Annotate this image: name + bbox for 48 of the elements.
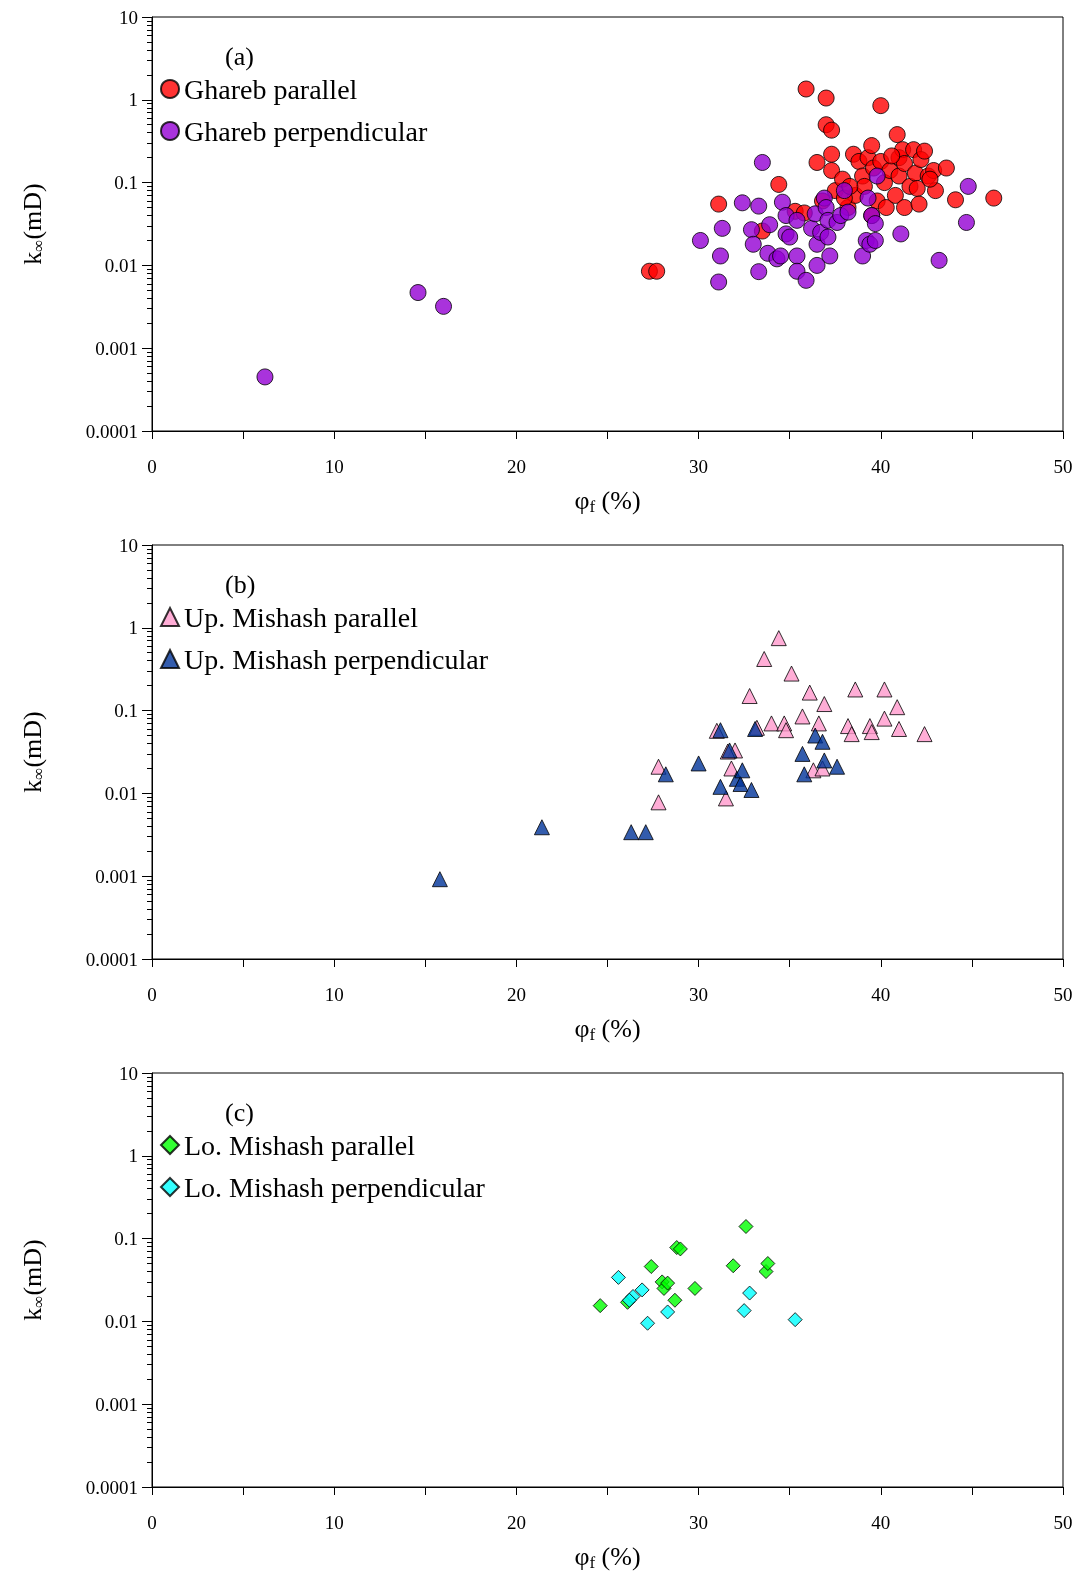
x-tick-label: 50 — [1053, 456, 1073, 477]
y-tick-label: 1 — [128, 1145, 138, 1167]
x-tick-label: 10 — [324, 984, 344, 1005]
x-tick-label: 30 — [689, 456, 709, 477]
y-tick-label: 0.0001 — [85, 1476, 138, 1498]
y-tick-label: 10 — [119, 534, 138, 556]
legend-label: Up. Mishash parallel — [184, 601, 419, 633]
x-tick-label: 10 — [324, 1512, 344, 1533]
x-tick-label: 50 — [1053, 984, 1073, 1005]
x-tick-label: 30 — [689, 984, 709, 1005]
x-tick-label: 50 — [1053, 1512, 1073, 1533]
x-tick-label: 20 — [506, 456, 526, 477]
x-tick-label: 0 — [147, 456, 157, 477]
y-tick-label: 0.001 — [95, 865, 138, 887]
y-tick-label: 0.001 — [95, 337, 138, 359]
x-tick-label: 20 — [506, 1512, 526, 1533]
y-tick-label: 0.01 — [104, 254, 138, 276]
x-tick-label: 40 — [871, 984, 891, 1005]
y-tick-label: 0.01 — [104, 782, 138, 804]
y-tick-label: 0.1 — [114, 1228, 138, 1250]
x-tick-label: 30 — [689, 1512, 709, 1533]
x-tick-label: 40 — [871, 456, 891, 477]
y-tick-label: 0.01 — [104, 1310, 138, 1332]
text: (a) — [225, 41, 254, 71]
y-tick-label: 10 — [119, 6, 138, 28]
legend-label: Up. Mishash perpendicular — [184, 643, 489, 675]
y-axis-title: k∞(mD) — [18, 1239, 48, 1321]
y-tick-label: 10 — [119, 1062, 138, 1084]
y-tick-label: 0.1 — [114, 700, 138, 722]
text: (b) — [225, 569, 256, 599]
x-tick-label: 20 — [506, 984, 526, 1005]
x-tick-label: 0 — [147, 1512, 157, 1533]
y-tick-label: 0.001 — [95, 1393, 138, 1415]
legend-label: Lo. Mishash perpendicular — [184, 1171, 486, 1203]
y-axis-title: k∞(mD) — [18, 711, 48, 793]
legend-label: Ghareb parallel — [184, 73, 358, 105]
y-tick-label: 0.0001 — [85, 420, 138, 442]
y-tick-label: 1 — [128, 617, 138, 639]
legend-label: Ghareb perpendicular — [184, 115, 428, 147]
text: (c) — [225, 1097, 254, 1127]
y-tick-label: 1 — [128, 89, 138, 111]
y-axis-title: k∞(mD) — [18, 183, 48, 265]
x-tick-label: 0 — [147, 984, 157, 1005]
y-tick-label: 0.1 — [114, 172, 138, 194]
x-tick-label: 10 — [324, 456, 344, 477]
y-tick-label: 0.0001 — [85, 948, 138, 970]
legend-label: Lo. Mishash parallel — [184, 1129, 416, 1161]
x-tick-label: 40 — [871, 1512, 891, 1533]
